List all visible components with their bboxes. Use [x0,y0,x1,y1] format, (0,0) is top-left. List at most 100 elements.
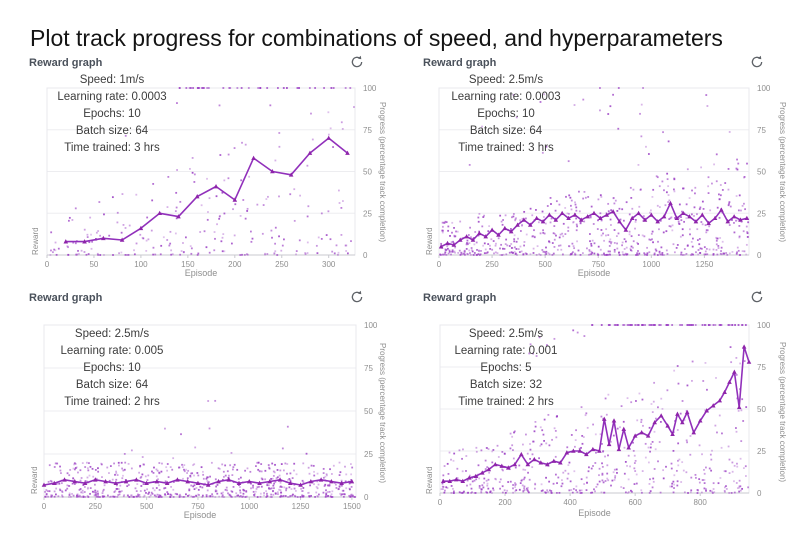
card-title: Reward graph [423,57,497,69]
card-header: Reward graph [422,290,790,306]
annotation-line: Batch size: 64 [75,379,149,391]
svg-text:25: 25 [757,209,766,218]
refresh-icon[interactable] [750,55,764,69]
svg-text:800: 800 [694,498,708,507]
hyperparameter-annotation: Speed: 2.5m/s Learning rate: 0.005 Epoch… [30,326,194,411]
annotation-line: Speed: 1m/s [79,74,145,86]
svg-text:300: 300 [322,260,336,269]
progress-axis-label: Progress (percentage track completion) [378,342,387,484]
svg-text:200: 200 [228,260,242,269]
annotation-line: Time trained: 2 hrs [64,396,160,408]
svg-text:1000: 1000 [642,260,660,269]
reward-axis-label: Reward [425,466,434,494]
refresh-icon[interactable] [350,290,364,304]
average-progress-line [438,200,750,249]
svg-text:0: 0 [364,493,369,502]
svg-text:100: 100 [757,84,771,93]
reward-graph-card: Reward graph 0 25 50 75 100 0 250 500 750 1000 125… [28,290,390,543]
refresh-icon[interactable] [350,55,364,69]
reward-axis-label: Reward [31,227,40,255]
svg-text:1250: 1250 [292,502,310,511]
reward-axis-label: Reward [425,227,434,255]
svg-text:50: 50 [364,407,373,416]
annotation-line: Speed: 2.5m/s [468,328,544,340]
svg-text:400: 400 [563,498,577,507]
episode-axis-label: Episode [577,268,611,278]
average-progress-line [41,477,355,487]
svg-text:100: 100 [134,260,148,269]
svg-text:0: 0 [757,489,762,498]
gridlines [438,87,750,256]
refresh-icon[interactable] [750,290,764,304]
progress-axis-label: Progress (percentage track completion) [778,341,787,483]
annotation-line: Batch size: 64 [469,125,543,137]
annotation-line: Epochs: 5 [480,362,532,374]
svg-text:750: 750 [592,260,606,269]
svg-text:100: 100 [363,84,377,93]
reward-graph-card: Reward graph 0 25 50 75 100 0 250 500 750 1000 125… [422,55,790,283]
svg-text:50: 50 [757,405,766,414]
annotation-line: Speed: 2.5m/s [74,328,150,340]
gridlines [46,87,356,256]
svg-text:1500: 1500 [343,502,361,511]
svg-text:75: 75 [757,126,766,135]
average-progress-line [440,344,752,484]
svg-text:75: 75 [757,363,766,372]
svg-text:0: 0 [363,251,368,260]
svg-text:25: 25 [363,209,372,218]
episode-axis-label: Episode [184,268,218,278]
card-header: Reward graph [422,55,790,71]
svg-text:50: 50 [363,168,372,177]
hyperparameter-annotation: Speed: 2.5m/s Learning rate: 0.001 Epoch… [424,326,588,411]
hyperparameter-annotation: Speed: 2.5m/s Learning rate: 0.0003 Epoc… [424,72,588,157]
axis-ticks: 0 25 50 75 100 0 200 400 600 800 [438,321,771,507]
annotation-line: Learning rate: 0.0003 [451,91,561,103]
annotation-line: Epochs: 10 [477,108,535,120]
reward-graph-card: Reward graph 0 25 50 75 100 0 50 100 150 200 250 30… [28,55,390,283]
svg-text:75: 75 [363,126,372,135]
svg-text:100: 100 [364,321,378,330]
card-header: Reward graph [28,290,390,306]
svg-text:50: 50 [89,260,98,269]
reward-graph-card: Reward graph 0 25 50 75 100 0 200 400 600 800 Spe… [422,290,790,543]
svg-text:750: 750 [191,502,205,511]
gridlines [43,324,357,498]
average-progress-line [63,135,350,244]
svg-text:500: 500 [538,260,552,269]
svg-text:200: 200 [498,498,512,507]
svg-text:100: 100 [757,321,771,330]
svg-text:25: 25 [364,450,373,459]
svg-text:1000: 1000 [240,502,258,511]
annotation-line: Learning rate: 0.0003 [57,91,167,103]
svg-text:150: 150 [181,260,195,269]
progress-axis-label: Progress (percentage track completion) [378,102,387,243]
svg-text:0: 0 [42,502,47,511]
episode-axis-label: Episode [183,510,217,520]
annotation-line: Batch size: 64 [75,125,149,137]
reward-axis-label: Reward [30,466,39,494]
card-title: Reward graph [29,57,103,69]
svg-text:250: 250 [89,502,103,511]
card-header: Reward graph [28,55,390,71]
annotation-line: Batch size: 32 [469,379,543,391]
annotation-line: Learning rate: 0.005 [60,345,164,357]
svg-text:75: 75 [364,364,373,373]
card-title: Reward graph [29,292,103,304]
svg-text:500: 500 [140,502,154,511]
episode-axis-label: Episode [578,508,611,518]
svg-text:0: 0 [45,260,50,269]
annotation-line: Learning rate: 0.001 [454,345,558,357]
annotation-line: Epochs: 10 [83,362,141,374]
reward-progress-plot: 0 25 50 75 100 0 200 400 600 800 [438,321,771,507]
annotation-line: Time trained: 3 hrs [458,142,554,154]
svg-text:250: 250 [485,260,499,269]
svg-text:50: 50 [757,168,766,177]
svg-text:1250: 1250 [696,260,714,269]
svg-text:250: 250 [275,260,289,269]
hyperparameter-annotation: Speed: 1m/s Learning rate: 0.0003 Epochs… [30,72,194,157]
scatter-points [44,399,357,498]
